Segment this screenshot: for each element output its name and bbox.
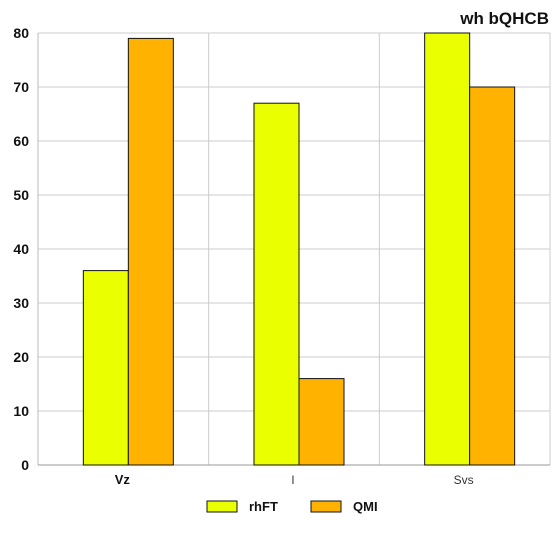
x-tick-label: l — [292, 473, 295, 487]
y-tick-label: 50 — [13, 187, 29, 203]
bars — [82, 32, 516, 466]
y-tick-label: 30 — [13, 295, 29, 311]
bar-rhFT-Svs — [424, 32, 471, 466]
y-tick-label: 0 — [21, 457, 29, 473]
bar-QMI-Vz — [127, 37, 174, 466]
legend: rhFT QMI — [206, 499, 378, 514]
y-tick-label: 20 — [13, 349, 29, 365]
y-tick-label: 40 — [13, 241, 29, 257]
x-tick-label: Vz — [115, 472, 131, 487]
y-tick-label: 80 — [13, 25, 29, 41]
bar-rhFT-Vz — [82, 270, 129, 466]
x-axis-ticks: Vz l Svs — [115, 472, 474, 487]
legend-label-rhFT: rhFT — [249, 499, 278, 514]
y-tick-label: 60 — [13, 133, 29, 149]
bar-QMI-l — [298, 378, 345, 466]
legend-swatch-rhFT — [206, 500, 238, 513]
bar-QMI-Svs — [469, 86, 516, 466]
chart-title: wh bQHCB — [459, 9, 549, 28]
y-tick-label: 10 — [13, 403, 29, 419]
bar-rhFT-l — [253, 102, 300, 466]
legend-swatch-QMI — [310, 500, 342, 513]
x-tick-label: Svs — [454, 473, 474, 487]
legend-label-QMI: QMI — [353, 499, 378, 514]
y-axis-ticks: 0 10 20 30 40 50 60 70 80 — [13, 25, 29, 473]
y-tick-label: 70 — [13, 79, 29, 95]
